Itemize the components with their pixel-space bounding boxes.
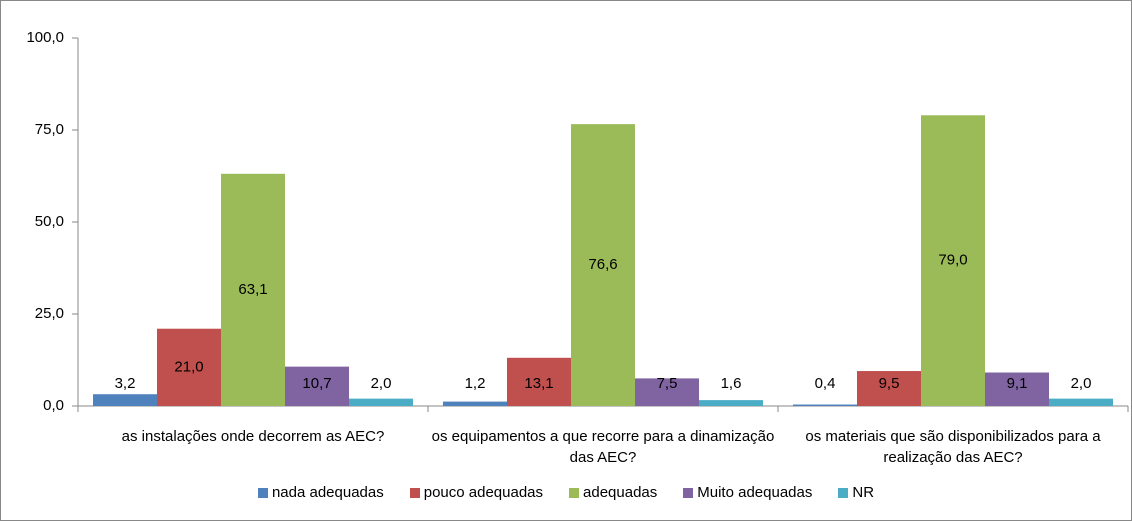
data-label: 76,6: [588, 256, 617, 273]
bar: [507, 357, 571, 406]
y-tick-label: 75,0: [35, 121, 64, 138]
data-label: 63,1: [238, 281, 267, 298]
legend-swatch: [683, 487, 694, 498]
bar: [635, 378, 699, 406]
legend-item: adequadas: [569, 484, 657, 501]
data-label: 7,5: [657, 375, 678, 392]
legend-swatch: [257, 487, 268, 498]
legend-item: Muito adequadas: [683, 484, 812, 501]
legend-label: nada adequadas: [271, 484, 384, 501]
bar: [571, 124, 635, 406]
legend: nada adequadas pouco adequadas adequadas Mu…: [0, 484, 1132, 501]
legend-swatch: [569, 487, 580, 498]
legend-item: nada adequadas: [257, 484, 384, 501]
bar: [285, 366, 349, 406]
x-tick-label: os materiais que são disponibilizados pa…: [805, 428, 1101, 466]
data-label: 9,5: [879, 375, 900, 392]
bar: [157, 328, 221, 406]
bar: [349, 398, 413, 406]
data-label: 2,0: [1071, 375, 1092, 392]
legend-label: adequadas: [583, 484, 658, 501]
data-label: 1,6: [721, 375, 742, 392]
bar: [1049, 398, 1113, 406]
data-label: 0,4: [815, 375, 836, 392]
data-label: 2,0: [371, 375, 392, 392]
bar: [221, 173, 285, 406]
data-label: 1,2: [465, 375, 486, 392]
data-label: 10,7: [302, 375, 331, 392]
bar: [699, 400, 763, 406]
bar: [921, 115, 985, 406]
y-tick-label: 50,0: [35, 213, 64, 230]
x-tick-label: os equipamentos a que recorre para a din…: [431, 428, 775, 466]
data-label: 9,1: [1007, 375, 1028, 392]
legend-item: NR: [838, 484, 874, 501]
bar: [793, 404, 857, 406]
legend-swatch: [838, 487, 849, 498]
data-label: 79,0: [938, 252, 967, 269]
legend-label: NR: [852, 484, 875, 501]
bar: [985, 372, 1049, 406]
y-tick-label: 25,0: [35, 305, 64, 322]
y-tick-label: 100,0: [26, 29, 64, 46]
data-label: 21,0: [174, 358, 203, 375]
legend-swatch: [409, 487, 420, 498]
legend-label: Muito adequadas: [697, 484, 813, 501]
legend-item: pouco adequadas: [409, 484, 544, 501]
data-label: 13,1: [524, 375, 553, 392]
x-tick-label: as instalações onde decorrem as AEC?: [121, 428, 385, 445]
bar: [443, 401, 507, 406]
legend-label: pouco adequadas: [423, 484, 544, 501]
bar: [857, 371, 921, 406]
data-label: 3,2: [115, 375, 136, 392]
bar: [93, 394, 157, 406]
y-tick-label: 0,0: [43, 397, 64, 414]
